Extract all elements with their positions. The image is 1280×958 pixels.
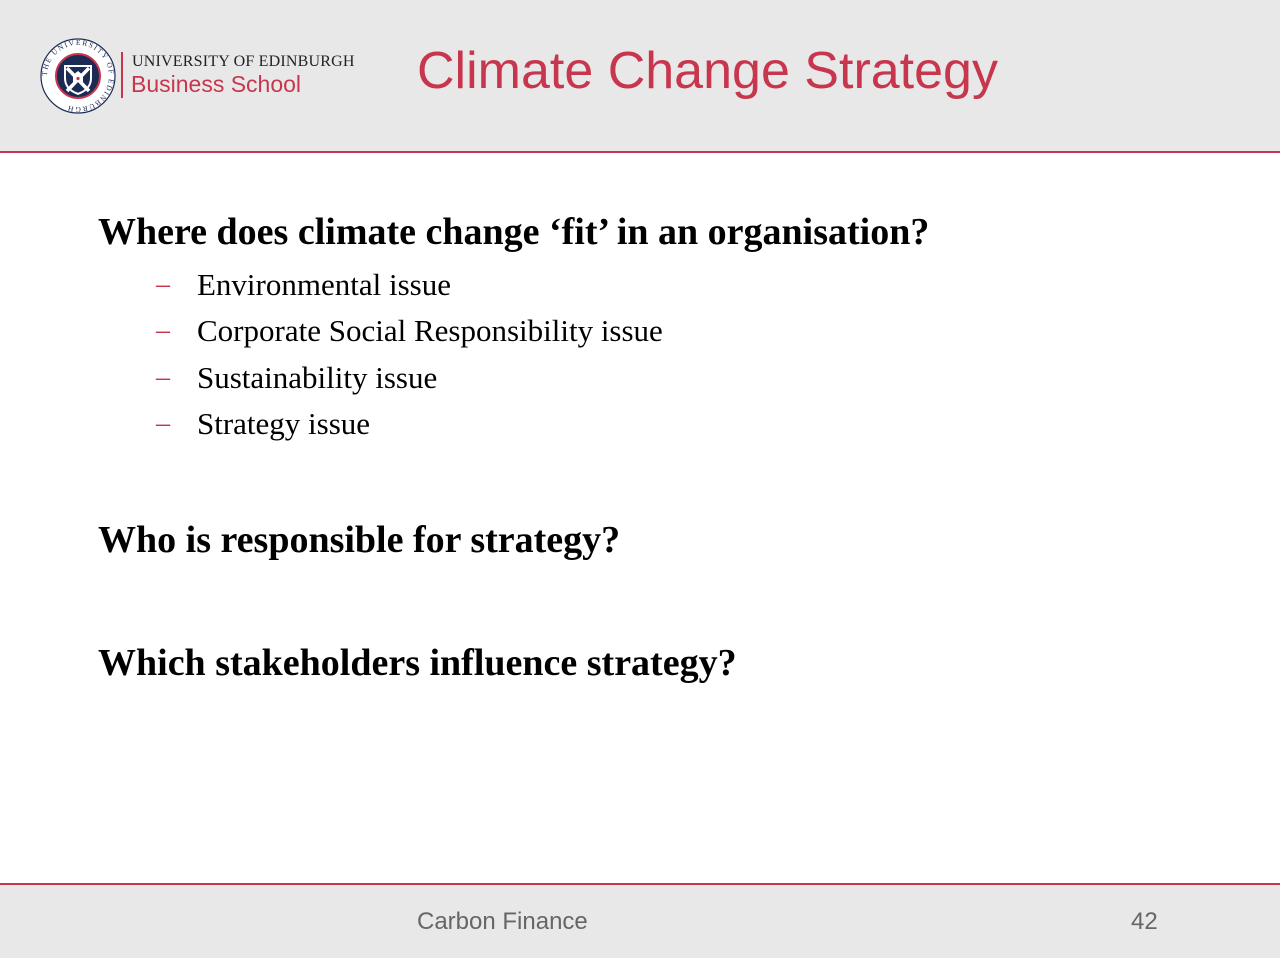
footer-course-title: Carbon Finance [417, 908, 588, 935]
list-item-text: Environmental issue [197, 267, 451, 302]
dash-bullet-icon: – [156, 269, 170, 300]
list-item-text: Sustainability issue [197, 359, 438, 395]
business-school-name: Business School [131, 71, 302, 97]
question-organisation-fit: Where does climate change ‘fit’ in an or… [98, 211, 930, 253]
question-stakeholder-influence: Which stakeholders influence strategy? [98, 642, 737, 684]
header-divider [0, 151, 1280, 153]
logo-divider [121, 52, 123, 98]
question-strategy-responsibility: Who is responsible for strategy? [98, 519, 621, 561]
slide-title: Climate Change Strategy [417, 42, 998, 100]
page-number: 42 [1131, 908, 1158, 935]
dash-bullet-icon: – [156, 407, 170, 439]
university-name: UNIVERSITY OF EDINBURGH [132, 53, 355, 70]
slide-header: THE UNIVERSITY OF EDINBURGH UNIVERSITY O… [0, 0, 1280, 151]
footer-divider [0, 883, 1280, 885]
dash-bullet-icon: – [156, 315, 170, 347]
university-seal-icon: THE UNIVERSITY OF EDINBURGH [40, 38, 116, 114]
slide-content: Where does climate change ‘fit’ in an or… [0, 153, 1280, 883]
slide-footer: Carbon Finance 42 [0, 885, 1280, 958]
list-item-text: Corporate Social Responsibility issue [197, 313, 663, 349]
list-item-text: Strategy issue [197, 405, 371, 441]
dash-bullet-icon: – [156, 361, 170, 393]
